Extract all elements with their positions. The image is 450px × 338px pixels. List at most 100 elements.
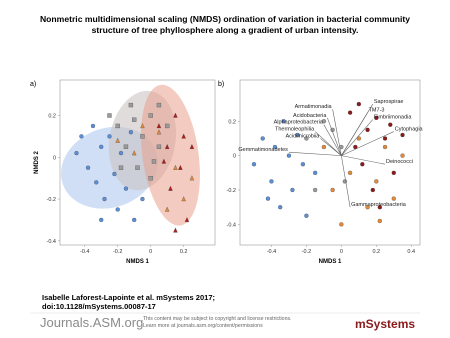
point (107, 113, 112, 118)
point (99, 144, 104, 149)
point (178, 164, 183, 170)
point (377, 205, 382, 210)
point (184, 217, 190, 223)
point (347, 110, 353, 115)
point (115, 207, 120, 212)
y-tick-label: 0 (53, 155, 56, 161)
y-tick-label: 0.2 (228, 119, 236, 125)
vector-arrow (341, 119, 374, 156)
vector-arrow (327, 117, 342, 156)
vector-arrow (341, 112, 368, 156)
y-axis-label: NMDS 2 (34, 151, 40, 174)
point (115, 123, 120, 129)
point (356, 101, 361, 107)
panel-label: b) (218, 81, 224, 88)
vector-label: Cytophagia (395, 127, 424, 133)
point (321, 144, 327, 150)
point (79, 134, 84, 139)
point (391, 196, 396, 201)
vector-label: Acidobacteria (293, 113, 327, 119)
notice: This content may be subject to copyright… (143, 316, 292, 322)
y-tick-label: -0.4 (227, 222, 236, 228)
x-tick-label: 0.4 (407, 249, 415, 255)
point (118, 150, 124, 156)
point (156, 144, 162, 149)
point (391, 170, 396, 175)
point (189, 143, 195, 149)
point (102, 196, 107, 202)
point (168, 185, 173, 191)
point (94, 180, 99, 185)
point (112, 171, 117, 177)
point (140, 196, 145, 202)
vector-arrow (341, 155, 386, 165)
point (312, 170, 318, 175)
plot-frame (59, 79, 216, 246)
point (165, 123, 170, 129)
point (164, 206, 170, 212)
point (339, 222, 344, 227)
point (148, 113, 153, 118)
point (286, 153, 292, 158)
x-tick-label: -0.4 (267, 249, 276, 255)
title-line: Nonmetric multidimensional scaling (NMDS… (40, 14, 410, 24)
point (123, 144, 129, 149)
vector-label: Thermoleophilia (275, 127, 315, 133)
point (156, 123, 162, 129)
point (189, 175, 195, 181)
logo: mSystems (355, 317, 415, 331)
point (135, 165, 140, 170)
panel-label: a) (30, 81, 36, 88)
vector-label: Fimbriimonadia (374, 115, 413, 121)
point (74, 150, 79, 156)
x-tick-label: -0.2 (302, 249, 311, 255)
point (374, 115, 379, 120)
x-tick-label: 0.2 (180, 249, 188, 255)
point (365, 205, 370, 210)
point (85, 165, 91, 170)
vector-arrow (341, 131, 394, 156)
vector-label: Acidimicrobiia (285, 133, 320, 139)
point (161, 158, 167, 164)
point (321, 119, 327, 124)
y-tick-label: -0.2 (47, 197, 56, 203)
vector-label: TM7-3 (369, 108, 385, 114)
point (365, 127, 370, 132)
point (300, 162, 306, 167)
x-axis-label: NMDS 1 (126, 259, 149, 265)
point (132, 217, 137, 223)
title-line: structure of tree phyllosphere along a g… (92, 25, 359, 35)
point (382, 144, 388, 150)
point (164, 143, 170, 149)
point (251, 162, 257, 167)
point (140, 123, 145, 129)
point (173, 227, 178, 233)
vector-arrow (323, 124, 342, 156)
point (370, 187, 375, 193)
point (360, 162, 365, 167)
point (260, 136, 265, 141)
point (304, 136, 309, 141)
y-tick-label: 0.2 (48, 114, 56, 120)
point (118, 165, 124, 170)
vector-label: Saprospirae (374, 99, 404, 105)
point (181, 196, 186, 202)
citation: Isabelle Laforest-Lapointe et al. mSyste… (42, 293, 215, 302)
point (377, 218, 382, 224)
y-tick-label: -0.4 (47, 239, 56, 245)
point (347, 170, 353, 175)
point (90, 123, 96, 129)
vector-label: Alphaproteobacteria (274, 120, 324, 126)
point (173, 164, 178, 170)
vector-label: Gemmatimonadetes (238, 147, 288, 153)
x-tick-label: 0 (340, 249, 343, 255)
vector-arrow (320, 138, 342, 156)
point (272, 144, 278, 150)
point (132, 117, 137, 122)
point (290, 187, 295, 193)
x-tick-label: -0.2 (113, 249, 122, 255)
point (400, 132, 405, 138)
vector-label: Deinococci (386, 159, 413, 165)
point (128, 102, 134, 108)
